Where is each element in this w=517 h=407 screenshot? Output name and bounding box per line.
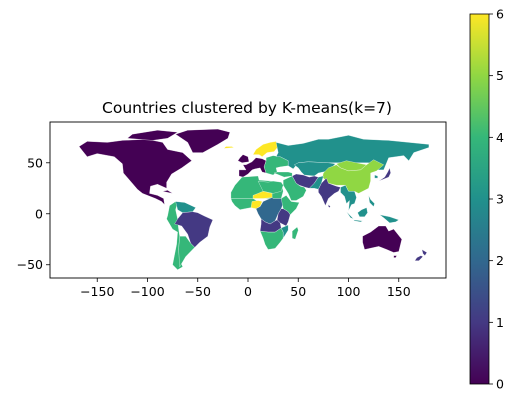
x-tick-label: −150 [80, 284, 114, 299]
y-tick-label: 0 [35, 206, 43, 221]
region-madagascar [292, 226, 299, 240]
colorbar-tick-label: 0 [496, 377, 504, 392]
colorbar-tick-label: 2 [496, 253, 504, 268]
x-tick-label: −100 [130, 284, 164, 299]
y-tick-label: 50 [27, 155, 43, 170]
region-china [322, 159, 384, 194]
x-tick-label: 150 [387, 284, 411, 299]
region-southeast-asia [340, 185, 357, 211]
colorbar-tick-label: 3 [496, 192, 504, 207]
region-sri-lanka [328, 204, 331, 208]
region-new-guinea [379, 214, 399, 224]
region-brazil [174, 211, 213, 248]
region-cuba [162, 190, 173, 194]
colorbar-gradient [469, 13, 490, 385]
colorbar-tick-label: 6 [496, 7, 504, 22]
region-scandinavia [252, 141, 279, 157]
colorbar-tick-label: 1 [496, 315, 504, 330]
x-tick-label: 100 [337, 284, 361, 299]
world-map [78, 128, 430, 270]
colorbar-tick-label: 4 [496, 130, 504, 145]
y-tick-label: −50 [17, 257, 43, 272]
region-turkey [273, 171, 293, 178]
region-philippines [368, 195, 375, 207]
chart-title: Countries clustered by K-means(k=7) [102, 99, 392, 117]
region-angola-zambia [259, 218, 282, 233]
x-tick-label: 50 [290, 284, 306, 299]
region-tasmania [393, 255, 397, 258]
region-new-zealand-south [414, 255, 424, 261]
region-niger-chad [252, 191, 273, 199]
region-japan [378, 167, 391, 182]
region-indonesia-borneo [357, 207, 368, 217]
axes-ticks: −150 −100 −50 0 50 100 150 50 0 −50 [17, 155, 411, 299]
region-australia [362, 225, 402, 253]
region-venezuela-guianas [175, 201, 196, 213]
region-argentina-uruguay [178, 236, 195, 267]
region-canada-islands [127, 130, 178, 141]
region-southern-africa [259, 227, 284, 250]
region-korea [374, 174, 378, 179]
region-libya-egypt [257, 180, 284, 194]
colorbar: 0 1 2 3 4 5 6 [469, 7, 504, 392]
region-uk-ireland [237, 154, 250, 163]
region-india [318, 177, 341, 206]
colorbar-tick-label: 5 [496, 68, 504, 83]
region-indonesia-java [353, 219, 363, 223]
region-north-america [78, 139, 192, 205]
region-new-zealand-north [421, 249, 428, 256]
region-kazakhstan-central-asia [294, 161, 336, 177]
region-mozambique [281, 224, 289, 239]
region-greenland [175, 128, 231, 153]
x-tick-label: −50 [185, 284, 211, 299]
x-tick-label: 0 [244, 284, 252, 299]
region-indonesia-sumatra [343, 208, 354, 220]
region-iceland [223, 146, 235, 149]
